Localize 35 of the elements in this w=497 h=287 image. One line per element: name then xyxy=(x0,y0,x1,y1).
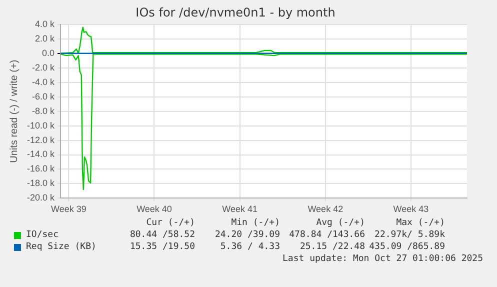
chart-title: IOs for /dev/nvme0n1 - by month xyxy=(136,5,336,20)
text: 435.09 /865.89 xyxy=(369,242,445,252)
x-tick-label: Week 41 xyxy=(222,204,258,214)
y-tick-label: -10.0 k xyxy=(27,120,56,130)
y-tick-label: 2.0 k xyxy=(35,33,56,44)
y-tick-label: -4.0 k xyxy=(32,76,56,87)
y-axis-title: Units read (-) / write (+) xyxy=(8,60,20,163)
text: 25.15 /22.48 xyxy=(300,242,365,252)
text: 24.20 /39.09 xyxy=(214,230,280,240)
y-tick-label: 4.0 k xyxy=(35,18,56,29)
x-tick-label: Week 43 xyxy=(393,204,429,214)
text: Min (-/+) xyxy=(231,218,280,228)
legend-label: Req Size (KB) xyxy=(26,242,96,252)
x-tick-label: Week 39 xyxy=(50,204,86,214)
y-tick-label: 0.0 xyxy=(42,48,55,58)
x-tick-label: Week 40 xyxy=(136,204,172,214)
text: 478.84 /143.66 xyxy=(289,230,365,240)
y-tick-label: -8.0 k xyxy=(32,106,56,116)
text: 22.97k/ 5.89k xyxy=(374,230,445,240)
y-tick-label: -14.0 k xyxy=(27,149,56,160)
text: Cur (-/+) xyxy=(146,218,195,228)
text: 15.35 /19.50 xyxy=(130,242,195,252)
y-tick-label: -6.0 k xyxy=(32,91,56,102)
y-tick-label: -16.0 k xyxy=(27,164,56,174)
y-tick-label: -18.0 k xyxy=(27,178,56,188)
text: Max (-/+) xyxy=(396,218,445,228)
y-tick-label: -20.0 k xyxy=(27,192,56,203)
legend-label: IO/sec xyxy=(26,230,59,240)
text: 80.44 /58.52 xyxy=(130,230,195,240)
y-tick-label: -2.0 k xyxy=(32,62,56,72)
text: 5.36 / 4.33 xyxy=(220,242,280,252)
y-tick-label: -12.0 k xyxy=(27,134,56,145)
text: Last update: Mon Oct 27 01:00:06 2025 xyxy=(282,254,483,264)
x-tick-label: Week 42 xyxy=(308,204,344,214)
text: Avg (-/+) xyxy=(316,218,365,228)
